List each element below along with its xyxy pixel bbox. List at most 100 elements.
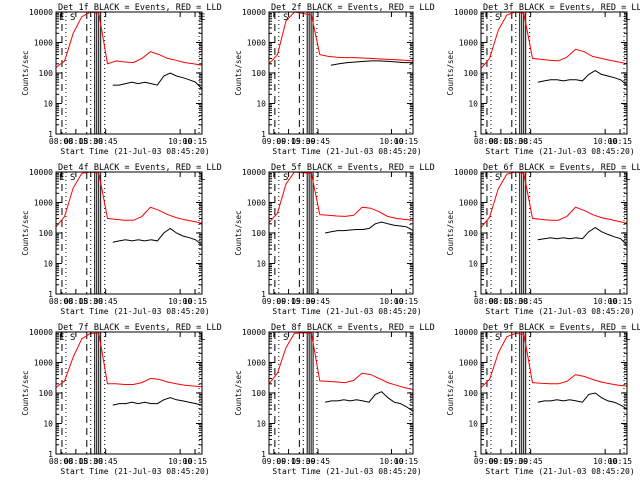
y-tick-label: 1000	[247, 199, 266, 208]
x-tick-label: 08:00	[49, 457, 73, 466]
x-axis-label: Start Time (21-Jul-03 08:45:20)	[60, 307, 209, 316]
event-marker-label: S	[70, 13, 75, 23]
x-axis-label: Start Time (21-Jul-03 08:45:20)	[272, 307, 421, 316]
panel-title: Det_5f BLACK = Events, RED = LLD	[271, 163, 435, 173]
y-tick-label: 10	[43, 100, 53, 109]
x-tick-label: 10:15	[394, 297, 418, 306]
x-axis-label: Start Time (21-Jul-03 08:45:20)	[60, 147, 209, 156]
x-tick-label: 10:15	[608, 297, 632, 306]
y-axis-label: Counts/sec	[446, 210, 455, 255]
end-marker-label: L	[625, 333, 630, 343]
y-tick-label: 1	[473, 450, 478, 459]
x-tick-label: 09:30	[291, 457, 315, 466]
x-axis-label: Start Time (21-Jul-03 08:45:20)	[485, 147, 634, 156]
end-marker-label: L	[625, 13, 630, 23]
y-tick-label: 100	[464, 229, 479, 238]
y-axis-label: Counts/sec	[234, 50, 243, 95]
event-marker-label: E	[59, 333, 64, 343]
x-tick-label: 10:15	[183, 297, 207, 306]
y-tick-label: 100	[252, 389, 267, 398]
x-tick-label: 09:45	[306, 137, 330, 146]
x-tick-label: 10:00	[168, 137, 192, 146]
x-axis-label: Start Time (21-Jul-03 08:45:20)	[272, 467, 421, 476]
events-series-line	[324, 391, 414, 412]
y-tick-label: 1	[48, 290, 53, 299]
y-tick-label: 10	[468, 100, 478, 109]
panel-title: Det_7f BLACK = Events, RED = LLD	[58, 323, 222, 333]
x-tick-label: 09:30	[504, 457, 528, 466]
y-tick-label: 1	[261, 450, 266, 459]
y-tick-label: 1	[473, 290, 478, 299]
y-tick-label: 10000	[29, 168, 53, 177]
event-marker-label: S	[495, 13, 500, 23]
panel-title: Det_9f BLACK = Events, RED = LLD	[483, 323, 640, 333]
y-tick-label: 1000	[247, 359, 266, 368]
x-tick-label: 08:15	[64, 137, 88, 146]
lld-series-line	[55, 332, 203, 388]
x-tick-label: 10:15	[608, 137, 632, 146]
y-tick-label: 10	[43, 260, 53, 269]
lld-series-line	[268, 11, 414, 65]
events-series-line	[537, 227, 628, 246]
x-tick-label: 10:15	[608, 457, 632, 466]
panel-title: Det_3f BLACK = Events, RED = LLD	[483, 3, 640, 13]
plot-frame	[55, 331, 203, 455]
y-tick-label: 100	[39, 229, 54, 238]
y-tick-label: 10	[43, 420, 53, 429]
x-tick-label: 10:15	[394, 457, 418, 466]
x-tick-label: 08:15	[64, 457, 88, 466]
x-tick-label: 08:15	[64, 297, 88, 306]
x-axis-label: Start Time (21-Jul-03 08:45:20)	[485, 307, 634, 316]
x-tick-label: 08:45	[94, 297, 118, 306]
events-series-line	[324, 221, 414, 234]
x-tick-label: 08:00	[49, 137, 73, 146]
x-tick-label: 08:45	[94, 457, 118, 466]
y-axis-label: Counts/sec	[234, 210, 243, 255]
y-axis-label: Counts/sec	[21, 50, 30, 95]
x-tick-label: 10:00	[593, 457, 617, 466]
x-axis-label: Start Time (21-Jul-03 08:45:20)	[60, 467, 209, 476]
lld-series-line	[55, 171, 203, 228]
plot-frame	[480, 11, 628, 135]
y-tick-label: 10000	[454, 8, 478, 17]
x-tick-label: 09:15	[489, 457, 513, 466]
y-axis-label: Counts/sec	[234, 370, 243, 415]
y-tick-label: 100	[464, 389, 479, 398]
y-tick-label: 10000	[29, 328, 53, 337]
plot-frame	[480, 331, 628, 455]
plot-frame	[55, 11, 203, 135]
y-tick-label: 10000	[242, 8, 266, 17]
x-tick-label: 08:30	[504, 137, 528, 146]
plot-frame	[55, 171, 203, 295]
lld-series-line	[268, 332, 414, 390]
end-marker-label: E	[200, 13, 205, 23]
y-tick-label: 1000	[247, 39, 266, 48]
x-tick-label: 09:00	[262, 297, 286, 306]
y-tick-label: 1000	[459, 199, 478, 208]
event-marker-label: S	[495, 173, 500, 183]
x-tick-label: 09:45	[306, 457, 330, 466]
x-tick-label: 09:00	[474, 457, 498, 466]
end-marker-label: L	[200, 333, 205, 343]
x-tick-label: 09:00	[262, 137, 286, 146]
y-tick-label: 1	[48, 130, 53, 139]
x-tick-label: 08:30	[79, 297, 103, 306]
y-tick-label: 1000	[459, 359, 478, 368]
lld-series-line	[268, 171, 414, 223]
x-tick-label: 10:00	[593, 297, 617, 306]
x-tick-label: 08:45	[519, 137, 543, 146]
x-tick-label: 09:45	[519, 457, 543, 466]
y-tick-label: 10	[468, 260, 478, 269]
y-tick-label: 10	[256, 420, 266, 429]
event-marker-label: S	[283, 13, 288, 23]
x-tick-label: 08:15	[489, 297, 513, 306]
panel-title: Det_4f BLACK = Events, RED = LLD	[58, 163, 222, 173]
panel-title: Det_6f BLACK = Events, RED = LLD	[483, 163, 640, 173]
y-tick-label: 100	[39, 69, 54, 78]
y-tick-label: 100	[252, 69, 267, 78]
